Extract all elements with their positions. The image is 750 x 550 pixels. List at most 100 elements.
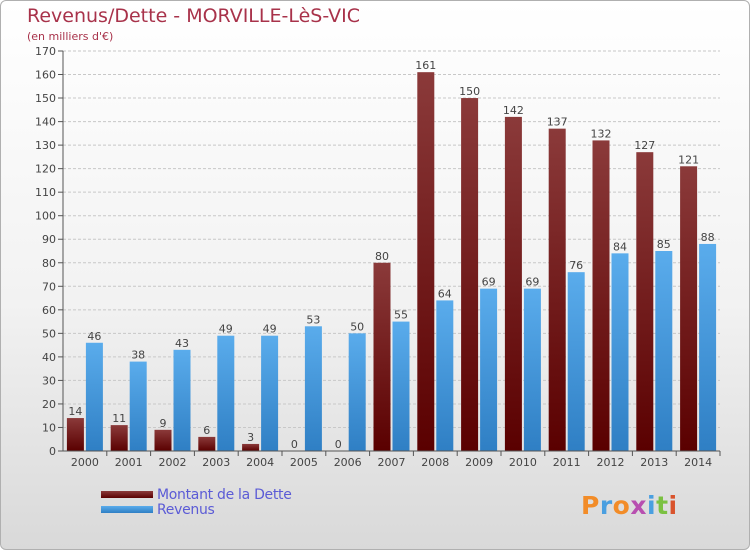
bar-dette — [461, 98, 479, 451]
data-label-revenus: 46 — [87, 330, 101, 343]
x-tick-label: 2008 — [421, 456, 449, 469]
bar-revenus — [217, 335, 235, 451]
y-tick-label: 70 — [42, 280, 56, 293]
data-label-revenus: 69 — [482, 276, 496, 289]
legend-swatch-dette — [101, 491, 153, 498]
x-tick-label: 2005 — [290, 456, 318, 469]
axis-layer: 0102030405060708090100110120130140150160… — [35, 45, 721, 469]
bar-dette — [548, 128, 566, 451]
x-tick-label: 2010 — [509, 456, 537, 469]
data-label-dette: 80 — [375, 250, 389, 263]
y-tick-label: 50 — [42, 327, 56, 340]
bar-revenus — [348, 333, 366, 451]
y-tick-label: 100 — [35, 210, 56, 223]
proxiti-logo: Proxiti — [581, 491, 678, 520]
data-label-revenus: 85 — [657, 238, 671, 251]
x-tick-label: 2012 — [597, 456, 625, 469]
y-tick-label: 10 — [42, 421, 56, 434]
x-tick-label: 2003 — [202, 456, 230, 469]
x-tick-label: 2004 — [246, 456, 274, 469]
data-label-dette: 11 — [112, 412, 126, 425]
y-tick-label: 120 — [35, 163, 56, 176]
bar-revenus — [436, 300, 454, 451]
bar-dette — [592, 140, 610, 452]
y-tick-label: 30 — [42, 374, 56, 387]
data-label-dette: 150 — [459, 85, 480, 98]
labels-layer: 14 46 11 38 9 43 6 49 3 49 0 53 0 50 80 55 161 64 150 69 142… — [68, 59, 714, 451]
bar-revenus — [85, 342, 103, 451]
bar-dette — [110, 425, 128, 451]
bar-revenus — [392, 321, 410, 451]
bars-layer — [66, 72, 717, 452]
data-label-dette: 3 — [247, 431, 254, 444]
legend-label-revenus: Revenus — [157, 501, 215, 518]
x-tick-label: 2006 — [334, 456, 362, 469]
bar-dette — [504, 116, 522, 451]
chart-subtitle: (en milliers d'€) — [27, 30, 114, 43]
x-tick-label: 2001 — [115, 456, 143, 469]
y-tick-label: 0 — [49, 445, 56, 458]
y-tick-label: 60 — [42, 304, 56, 317]
legend-item-revenus: Revenus — [101, 501, 292, 518]
data-label-revenus: 64 — [438, 287, 452, 300]
y-tick-label: 140 — [35, 116, 56, 129]
logo-letter: P — [581, 491, 600, 520]
bar-revenus — [261, 335, 279, 451]
y-tick-label: 110 — [35, 186, 56, 199]
data-label-revenus: 38 — [131, 349, 145, 362]
data-label-revenus: 84 — [613, 240, 627, 253]
y-tick-label: 150 — [35, 92, 56, 105]
data-label-revenus: 76 — [569, 259, 583, 272]
data-label-revenus: 88 — [701, 231, 715, 244]
bar-dette — [66, 418, 84, 451]
x-tick-label: 2000 — [71, 456, 99, 469]
logo-letter: r — [599, 491, 613, 520]
data-label-revenus: 50 — [350, 320, 364, 333]
data-label-dette: 137 — [547, 116, 568, 129]
bar-revenus — [523, 288, 541, 451]
legend-swatch-revenus — [101, 506, 153, 513]
data-label-dette: 132 — [591, 127, 612, 140]
bar-dette — [198, 436, 216, 451]
data-label-dette: 127 — [634, 139, 655, 152]
legend: Montant de la Dette Revenus — [101, 486, 292, 518]
bar-dette — [154, 429, 172, 451]
bar-revenus — [699, 243, 717, 451]
y-tick-label: 160 — [35, 69, 56, 82]
bar-revenus — [567, 272, 585, 451]
data-label-dette: 0 — [291, 438, 298, 451]
data-label-dette: 121 — [678, 153, 699, 166]
grid-layer — [63, 50, 720, 452]
chart-title: Revenus/Dette - MORVILLE-LèS-VIC — [27, 5, 360, 27]
logo-letter: i — [668, 491, 678, 520]
x-tick-label: 2013 — [640, 456, 668, 469]
bar-dette — [417, 72, 435, 452]
y-tick-label: 90 — [42, 233, 56, 246]
bar-revenus — [129, 361, 147, 451]
bar-dette — [636, 152, 654, 452]
bar-revenus — [173, 349, 191, 451]
bar-dette — [680, 166, 698, 451]
data-label-revenus: 49 — [219, 323, 233, 336]
logo-letter: i — [647, 491, 657, 520]
x-tick-label: 2014 — [684, 456, 712, 469]
x-tick-label: 2002 — [159, 456, 187, 469]
y-tick-label: 20 — [42, 398, 56, 411]
legend-label-dette: Montant de la Dette — [157, 486, 292, 503]
legend-item-dette: Montant de la Dette — [101, 486, 292, 503]
data-label-dette: 9 — [160, 417, 167, 430]
bar-revenus — [655, 251, 673, 451]
y-tick-label: 170 — [35, 45, 56, 58]
data-label-dette: 14 — [68, 405, 82, 418]
logo-letter: t — [656, 491, 669, 520]
data-label-dette: 142 — [503, 104, 524, 117]
data-label-dette: 0 — [335, 438, 342, 451]
y-tick-label: 40 — [42, 351, 56, 364]
x-tick-label: 2009 — [465, 456, 493, 469]
data-label-revenus: 53 — [306, 313, 320, 326]
data-label-dette: 6 — [203, 424, 210, 437]
x-tick-label: 2011 — [553, 456, 581, 469]
y-tick-label: 80 — [42, 257, 56, 270]
